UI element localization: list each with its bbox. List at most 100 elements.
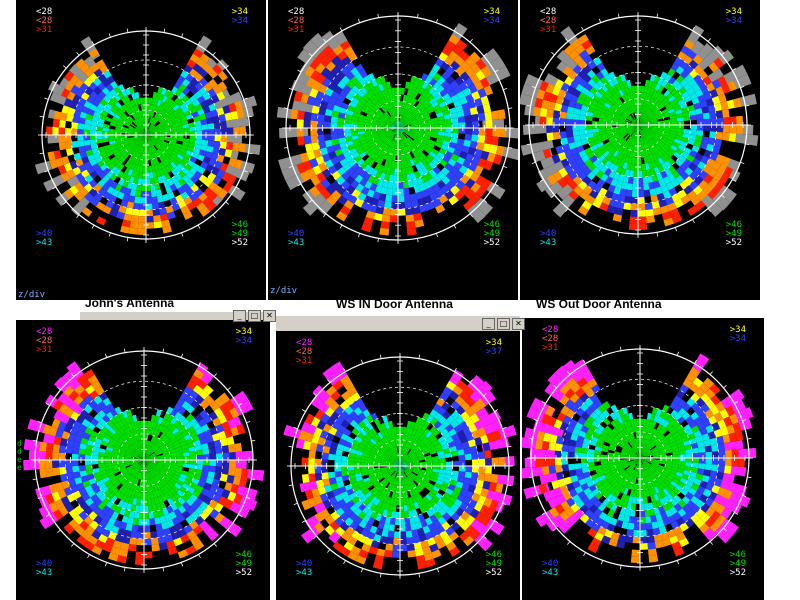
div-label-2: z/div bbox=[270, 286, 298, 296]
caption-ws-outdoor-antenna: WS Out Door Antenna bbox=[536, 297, 662, 311]
legend-entry: >49 bbox=[483, 229, 500, 239]
legend-top-left: <28 <28 >31 bbox=[540, 8, 556, 35]
legend-top-right: >34 >37 bbox=[486, 339, 502, 357]
window-titlebar-fragment bbox=[80, 312, 272, 320]
legend-top-right: >34 >34 bbox=[484, 8, 500, 26]
legend-entry: >46 bbox=[485, 550, 502, 560]
legend-top-left: <28 <28 >31 bbox=[296, 339, 312, 366]
legend-top-left: <28 <28 >31 bbox=[542, 326, 558, 353]
legend-entry: >31 bbox=[542, 343, 559, 353]
legend-entry: >34 bbox=[231, 16, 248, 26]
legend-entry: <28 bbox=[542, 325, 559, 335]
panel-johns-antenna-top: <28 <28 >31 >34 >34 >40 >43 >46 >49 >52 bbox=[16, 0, 266, 300]
legend-entry: <28 bbox=[542, 334, 559, 344]
legend-entry: >34 bbox=[725, 16, 742, 26]
polar-pattern-plot bbox=[520, 12, 759, 238]
panel-ws-outdoor-antenna-top: <28 <28 >31 >34 >34 >40 >43 >46 >49 >52 bbox=[520, 0, 760, 300]
legend-entry: >40 bbox=[542, 559, 559, 569]
legend-bottom-right: >46 >49 >52 bbox=[484, 221, 500, 248]
window-buttons-middle[interactable]: _ □ ✕ bbox=[482, 318, 525, 330]
legend-entry: >43 bbox=[296, 568, 313, 578]
legend-top-left: <28 <28 >31 bbox=[36, 8, 52, 35]
legend-entry: >46 bbox=[483, 220, 500, 230]
legend-entry: >43 bbox=[36, 238, 53, 248]
legend-entry: >49 bbox=[485, 559, 502, 569]
legend-entry: >31 bbox=[288, 25, 305, 35]
polar-pattern-plot bbox=[522, 345, 757, 571]
legend-bottom-left: >40 >43 bbox=[542, 560, 558, 578]
legend-top-left: <28 <28 >31 bbox=[288, 8, 304, 35]
legend-entry: >52 bbox=[235, 568, 252, 578]
legend-top-left: <28 <28 >31 bbox=[36, 328, 52, 355]
polar-pattern-plot bbox=[276, 12, 518, 244]
legend-entry: >40 bbox=[36, 229, 53, 239]
legend-entry: >34 bbox=[729, 325, 746, 335]
legend-entry: >43 bbox=[36, 568, 53, 578]
polar-pattern-plot bbox=[283, 353, 517, 579]
legend-entry: >31 bbox=[296, 356, 313, 366]
legend-entry: <28 bbox=[36, 327, 53, 337]
legend-top-right: >34 >34 bbox=[232, 8, 248, 26]
close-icon[interactable]: ✕ bbox=[512, 318, 525, 330]
legend-entry: >37 bbox=[485, 347, 502, 357]
window-titlebar-fragment-middle bbox=[276, 316, 520, 331]
legend-bottom-left: >40 >43 bbox=[36, 560, 52, 578]
legend-entry: >34 bbox=[235, 336, 252, 346]
legend-entry: >46 bbox=[235, 550, 252, 560]
polar-pattern-plot bbox=[23, 347, 265, 573]
legend-top-right: >34 >34 bbox=[730, 326, 746, 344]
caption-johns-antenna: John's Antenna bbox=[85, 296, 175, 310]
legend-bottom-right: >46 >49 >52 bbox=[236, 551, 252, 578]
legend-entry: >49 bbox=[231, 229, 248, 239]
panel-ws-outdoor-antenna-bottom: <28 <28 >31 >34 >34 >40 >43 >46 >49 >52 bbox=[522, 318, 764, 600]
legend-entry: <28 bbox=[288, 16, 305, 26]
legend-bottom-left: >40 >43 bbox=[296, 560, 312, 578]
caption-ws-indoor-antenna: WS IN Door Antenna bbox=[336, 297, 453, 311]
legend-bottom-left: >40 >43 bbox=[288, 230, 304, 248]
legend-entry: >40 bbox=[36, 559, 53, 569]
legend-entry: >31 bbox=[36, 345, 53, 355]
legend-bottom-right: >46 >49 >52 bbox=[486, 551, 502, 578]
polar-pattern-plot bbox=[34, 27, 261, 243]
minimize-icon[interactable]: _ bbox=[482, 318, 495, 330]
maximize-icon[interactable]: □ bbox=[248, 310, 261, 322]
window-buttons-left[interactable]: _ □ ✕ bbox=[233, 310, 276, 322]
div-label: z/div bbox=[18, 290, 46, 300]
legend-entry: >49 bbox=[235, 559, 252, 569]
legend-entry: >31 bbox=[36, 25, 53, 35]
legend-entry: >46 bbox=[231, 220, 248, 230]
legend-entry: >34 bbox=[725, 7, 742, 17]
close-icon[interactable]: ✕ bbox=[263, 310, 276, 322]
legend-bottom-left: >40 >43 bbox=[36, 230, 52, 248]
legend-entry: <28 bbox=[36, 7, 53, 17]
legend-bottom-right: >46 >49 >52 bbox=[232, 221, 248, 248]
legend-entry: >43 bbox=[288, 238, 305, 248]
legend-entry: >49 bbox=[729, 559, 746, 569]
legend-entry: >34 bbox=[485, 338, 502, 348]
legend-entry: <28 bbox=[296, 338, 313, 348]
legend-bottom-right: >46 >49 >52 bbox=[730, 551, 746, 578]
legend-entry: >40 bbox=[540, 229, 557, 239]
legend-entry: >34 bbox=[729, 334, 746, 344]
legend-entry: <28 bbox=[36, 336, 53, 346]
legend-entry: >40 bbox=[288, 229, 305, 239]
legend-entry: >43 bbox=[542, 568, 559, 578]
legend-entry: >43 bbox=[540, 238, 557, 248]
legend-entry: >46 bbox=[725, 220, 742, 230]
legend-bottom-left: >40 >43 bbox=[540, 230, 556, 248]
panel-ws-indoor-antenna-bottom: <28 <28 >31 >34 >37 >40 >43 >46 >49 >52 bbox=[276, 331, 520, 600]
legend-entry: <28 bbox=[540, 16, 557, 26]
legend-entry: <28 bbox=[540, 7, 557, 17]
legend-entry: >34 bbox=[231, 7, 248, 17]
panel-ws-indoor-antenna-top: <28 <28 >31 >34 >34 >40 >43 >46 >49 >52 bbox=[268, 0, 518, 300]
legend-entry: >31 bbox=[540, 25, 557, 35]
legend-entry: <28 bbox=[36, 16, 53, 26]
legend-entry: >49 bbox=[725, 229, 742, 239]
legend-entry: >34 bbox=[483, 16, 500, 26]
legend-entry: <28 bbox=[288, 7, 305, 17]
legend-top-right: >34 >34 bbox=[726, 8, 742, 26]
maximize-icon[interactable]: □ bbox=[497, 318, 510, 330]
minimize-icon[interactable]: _ bbox=[233, 310, 246, 322]
panel-johns-antenna-bottom: <28 <28 >31 >34 >34 >40 >43 >46 >49 >52 bbox=[16, 320, 270, 600]
legend-entry: >52 bbox=[231, 238, 248, 248]
